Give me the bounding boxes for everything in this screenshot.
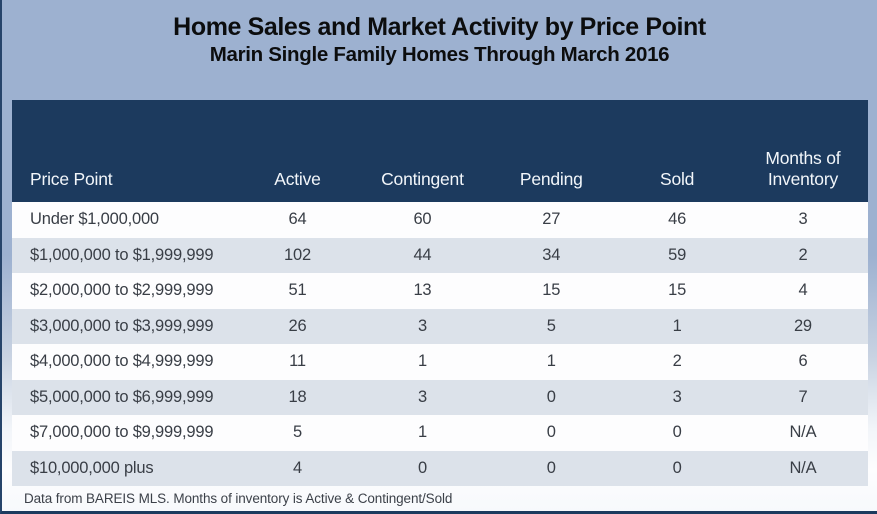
value-cell: 15	[542, 281, 561, 300]
value-cell: 3	[417, 316, 427, 335]
column-header-pending: Pending	[486, 100, 617, 202]
table-body: Under $1,000,000 64 60 27 46 3 $1,000,000 to $…	[12, 202, 868, 486]
price-point-table: Price Point Active Contingent Pending Sold Mo…	[12, 100, 868, 486]
table-row: Under $1,000,000 64 60 27 46 3	[12, 202, 868, 238]
value-cell: 64	[288, 210, 307, 229]
value-cell: 3	[798, 210, 808, 229]
price-point-cell: $5,000,000 to $6,999,999	[30, 387, 214, 406]
table-head: Price Point Active Contingent Pending Sold Mo…	[12, 100, 868, 202]
table-row: $10,000,000 plus 4 0 0 0 N/A	[12, 450, 868, 486]
value-cell: 29	[793, 316, 812, 335]
value-cell: 27	[542, 210, 561, 229]
page-title: Home Sales and Market Activity by Price …	[173, 13, 706, 41]
value-cell: 0	[546, 387, 556, 406]
value-cell: 18	[288, 387, 307, 406]
table-row: $1,000,000 to $1,999,999 102 44 34 59 2	[12, 237, 868, 273]
value-cell: 2	[672, 352, 682, 371]
value-cell: 3	[672, 387, 682, 406]
column-header-contingent: Contingent	[358, 100, 487, 202]
value-cell: 3	[417, 387, 427, 406]
value-cell: 0	[672, 423, 682, 442]
value-cell: 26	[288, 316, 307, 335]
table-header-row: Price Point Active Contingent Pending Sold Mo…	[12, 100, 868, 202]
title-block: Home Sales and Market Activity by Price …	[2, 12, 877, 68]
table-row: $7,000,000 to $9,999,999 5 1 0 0 N/A	[12, 415, 868, 451]
column-header-sold: Sold	[616, 100, 738, 202]
price-point-cell: $10,000,000 plus	[30, 458, 154, 477]
page-subtitle: Marin Single Family Homes Through March …	[209, 43, 670, 66]
value-cell: 5	[546, 316, 556, 335]
value-cell: 102	[284, 245, 311, 264]
value-cell: 4	[292, 458, 302, 477]
value-cell: 59	[668, 245, 687, 264]
price-point-cell: $3,000,000 to $3,999,999	[30, 316, 214, 335]
value-cell: 4	[798, 281, 808, 300]
value-cell: 7	[798, 387, 808, 406]
value-cell: 46	[668, 210, 687, 229]
value-cell: 1	[546, 352, 556, 371]
value-cell: 34	[542, 245, 561, 264]
value-cell: 2	[798, 245, 808, 264]
value-cell: 0	[546, 458, 556, 477]
value-cell: N/A	[789, 458, 817, 477]
value-cell: 0	[417, 458, 427, 477]
footnote: Data from BAREIS MLS. Months of inventor…	[24, 491, 453, 506]
value-cell: 0	[546, 423, 556, 442]
value-cell: 1	[417, 352, 427, 371]
value-cell: 5	[292, 423, 302, 442]
value-cell: 6	[798, 352, 808, 371]
column-header-active: Active	[236, 100, 359, 202]
price-point-cell: $2,000,000 to $2,999,999	[30, 281, 214, 300]
value-cell: N/A	[789, 423, 817, 442]
value-cell: 13	[413, 281, 432, 300]
price-point-cell: $7,000,000 to $9,999,999	[30, 423, 214, 442]
price-point-cell: $4,000,000 to $4,999,999	[30, 352, 214, 371]
table-row: $5,000,000 to $6,999,999 18 3 0 3 7	[12, 379, 868, 415]
price-point-cell: Under $1,000,000	[30, 210, 159, 229]
value-cell: 1	[417, 423, 427, 442]
value-cell: 51	[288, 281, 307, 300]
price-point-cell: $1,000,000 to $1,999,999	[30, 245, 214, 264]
value-cell: 0	[672, 458, 682, 477]
value-cell: 44	[413, 245, 432, 264]
value-cell: 15	[668, 281, 687, 300]
table-row: $4,000,000 to $4,999,999 11 1 1 2 6	[12, 344, 868, 380]
value-cell: 1	[672, 316, 682, 335]
value-cell: 60	[413, 210, 432, 229]
column-header-months-of-inventory: Months of Inventory	[737, 100, 868, 202]
table-row: $3,000,000 to $3,999,999 26 3 5 1 29	[12, 308, 868, 344]
value-cell: 11	[289, 352, 306, 371]
table-row: $2,000,000 to $2,999,999 51 13 15 15 4	[12, 273, 868, 309]
column-header-price-point: Price Point	[12, 100, 237, 202]
